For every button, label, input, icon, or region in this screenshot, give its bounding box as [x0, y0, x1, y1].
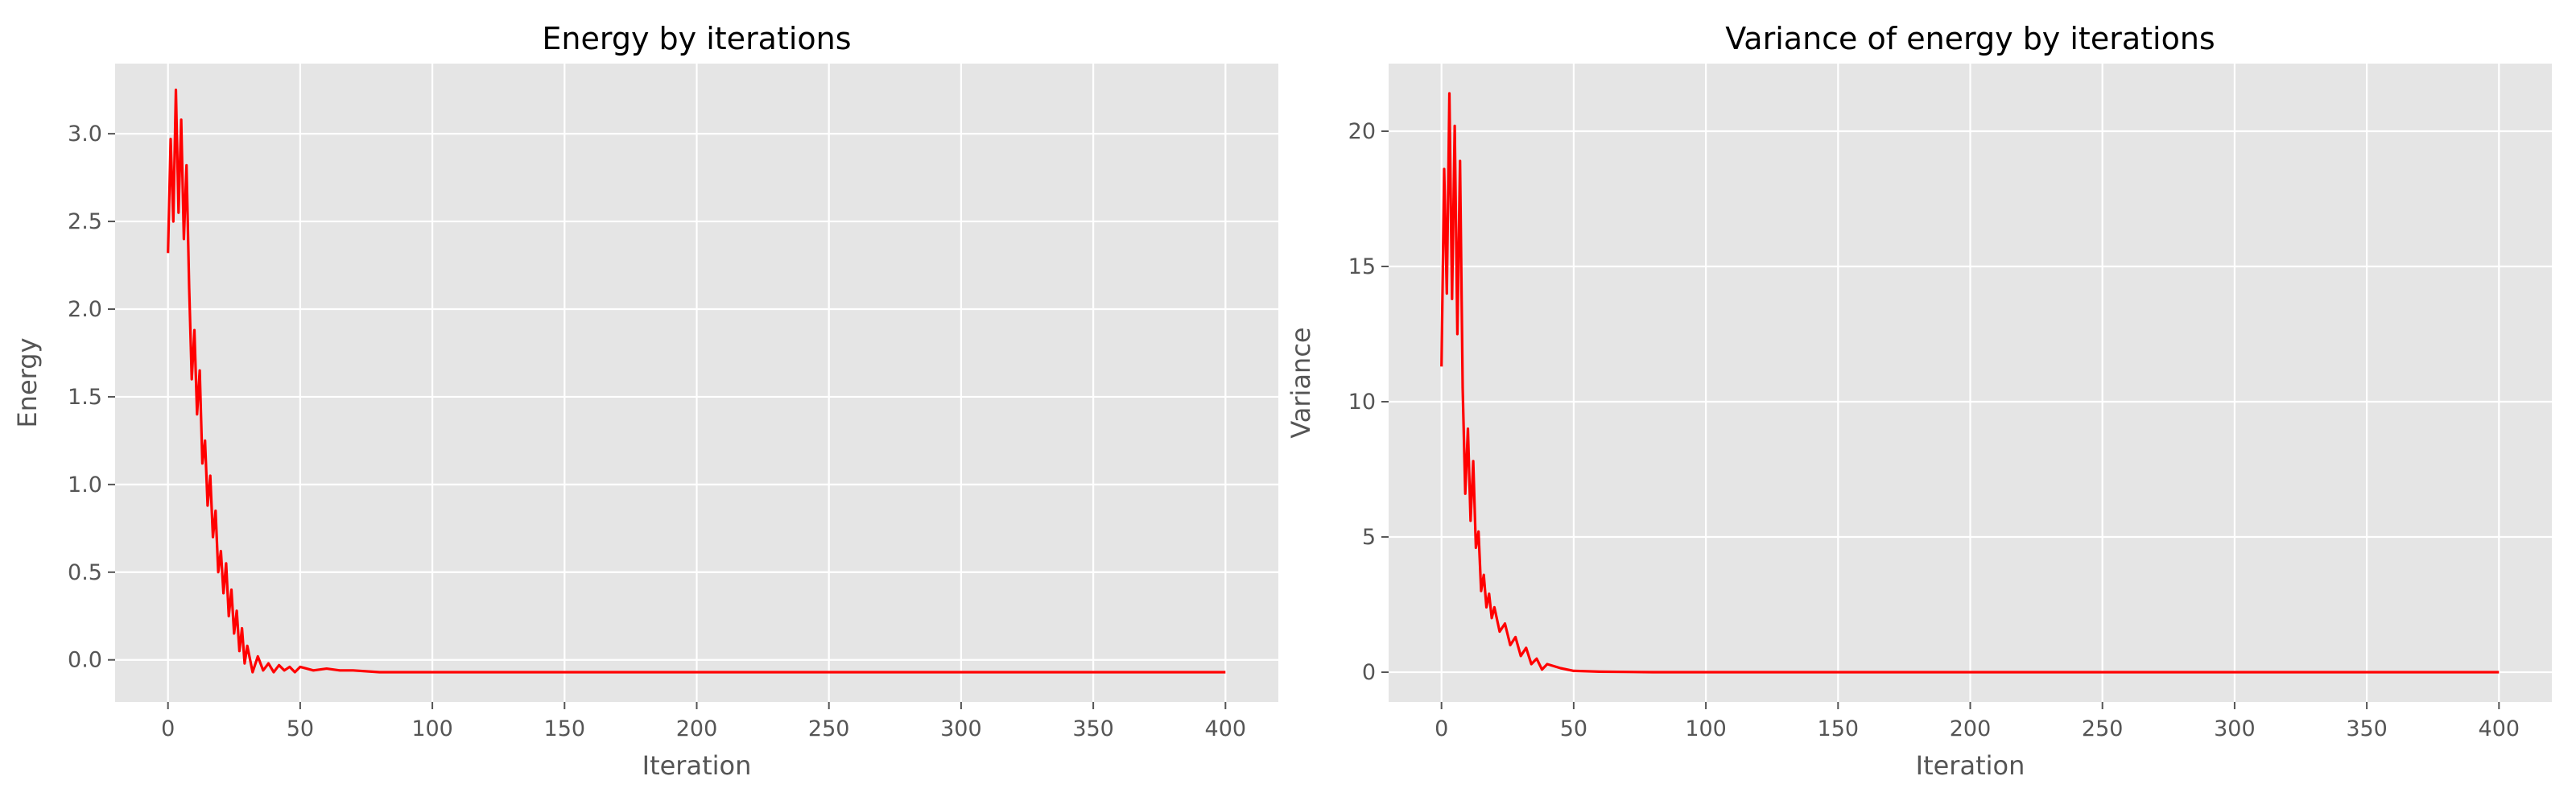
variance-chart: 0 50 100 150 200 250 300 350 400 0 5 10 15 20 Variance… [1286, 21, 2552, 781]
y-tick-label: 1.0 [68, 473, 102, 497]
x-tick-label: 100 [411, 716, 453, 741]
y-tick-label: 1.5 [68, 385, 102, 410]
chart-title: Variance of energy by iterations [1725, 21, 2215, 56]
chart-title: Energy by iterations [542, 21, 851, 56]
x-tick-label: 50 [1560, 716, 1587, 741]
x-axis-label: Iteration [1916, 750, 2025, 781]
x-tick-label: 100 [1685, 716, 1727, 741]
x-axis-label: Iteration [642, 750, 752, 781]
x-tick-label: 400 [2479, 716, 2520, 741]
x-tick-label: 0 [161, 716, 175, 741]
series-line [167, 89, 1226, 674]
energy-chart: 0 50 100 150 200 250 300 350 400 0.0 0.5 1.0 1.5 2.0 2… [12, 21, 1278, 781]
y-axis-label: Energy [12, 337, 43, 427]
y-axis-label: Variance [1286, 327, 1316, 438]
x-tick-label: 350 [2346, 716, 2388, 741]
x-tick-label: 50 [287, 716, 314, 741]
x-tick-label: 350 [1072, 716, 1114, 741]
y-tick-label: 15 [1348, 254, 1376, 279]
x-tick-label: 250 [2082, 716, 2124, 741]
x-tick-label: 250 [808, 716, 850, 741]
x-tick-label: 200 [1950, 716, 1992, 741]
y-tick-label: 2.5 [68, 209, 102, 234]
x-tick-label: 400 [1205, 716, 1247, 741]
y-tick-label: 2.0 [68, 297, 102, 322]
x-tick-label: 150 [544, 716, 586, 741]
y-tick-label: 0.0 [68, 648, 102, 673]
x-tick-label: 300 [2214, 716, 2256, 741]
y-tick-label: 20 [1348, 119, 1376, 144]
series-line [1440, 92, 2500, 674]
y-tick-label: 0 [1362, 660, 1376, 685]
x-tick-label: 200 [676, 716, 718, 741]
x-tick-label: 300 [940, 716, 982, 741]
y-tick-label: 10 [1348, 390, 1376, 415]
y-tick-label: 5 [1362, 525, 1376, 550]
y-tick-label: 3.0 [68, 122, 102, 147]
x-tick-label: 0 [1435, 716, 1448, 741]
y-tick-label: 0.5 [68, 560, 102, 585]
x-tick-label: 150 [1818, 716, 1860, 741]
